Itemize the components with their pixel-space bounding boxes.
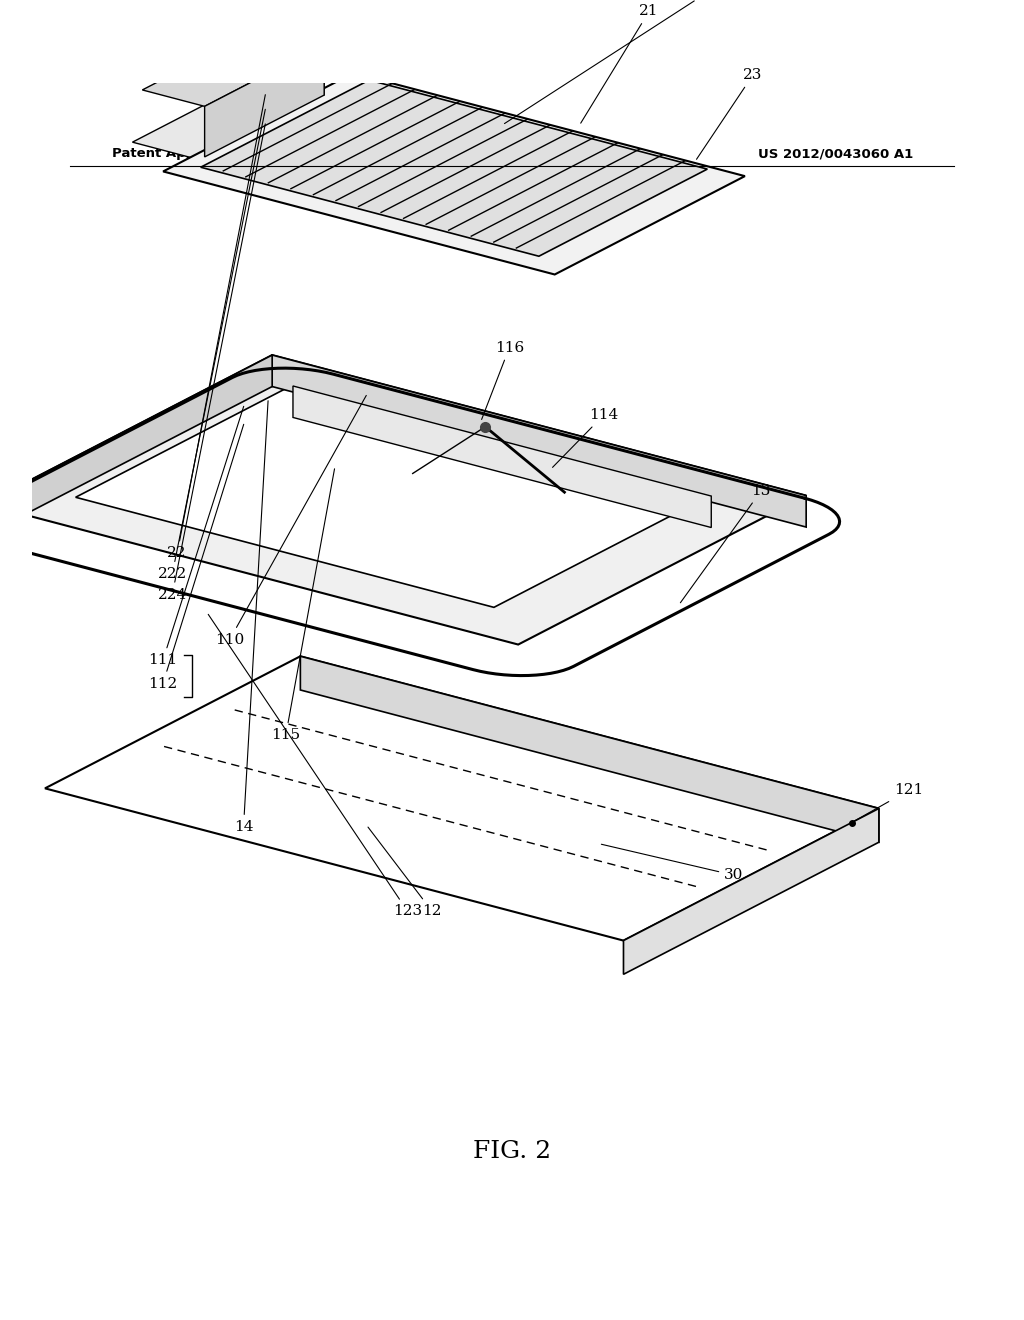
Text: 123: 123 [208, 614, 422, 919]
Text: 13: 13 [680, 484, 771, 603]
Text: 116: 116 [481, 341, 524, 420]
Polygon shape [142, 28, 325, 107]
Text: 111: 111 [148, 407, 244, 667]
Text: 222: 222 [158, 110, 265, 581]
Polygon shape [624, 808, 879, 974]
Polygon shape [262, 28, 325, 95]
Polygon shape [132, 75, 334, 161]
Polygon shape [300, 656, 879, 842]
Text: Feb. 23, 2012  Sheet 2 of 7: Feb. 23, 2012 Sheet 2 of 7 [412, 147, 612, 160]
Text: US 2012/0043060 A1: US 2012/0043060 A1 [758, 147, 913, 160]
Text: 121: 121 [854, 784, 923, 821]
Polygon shape [45, 656, 879, 941]
Text: 22: 22 [167, 95, 265, 561]
Text: 20: 20 [505, 0, 719, 124]
Text: 14: 14 [233, 401, 268, 834]
Text: 110: 110 [215, 396, 367, 647]
Text: 224: 224 [158, 124, 265, 602]
Text: 115: 115 [271, 469, 335, 742]
Text: FIG. 2: FIG. 2 [473, 1140, 551, 1163]
Polygon shape [76, 385, 712, 607]
Text: 21: 21 [581, 4, 658, 123]
Polygon shape [163, 73, 744, 275]
Text: Patent Application Publication: Patent Application Publication [112, 147, 340, 160]
Text: 114: 114 [553, 408, 618, 467]
Polygon shape [201, 81, 708, 256]
Text: 112: 112 [148, 424, 244, 690]
Polygon shape [0, 355, 272, 536]
Polygon shape [293, 385, 712, 528]
Polygon shape [0, 355, 806, 644]
Polygon shape [205, 45, 325, 157]
Text: 12: 12 [368, 828, 441, 917]
Text: 23: 23 [696, 69, 763, 160]
Polygon shape [272, 355, 806, 527]
Text: 30: 30 [601, 845, 743, 882]
